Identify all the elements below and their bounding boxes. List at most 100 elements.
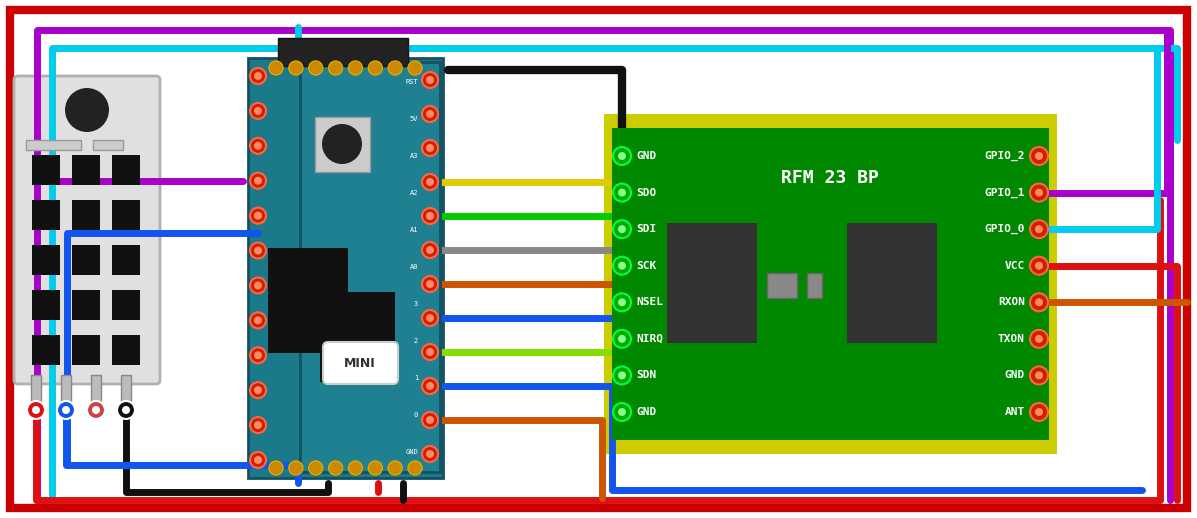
Circle shape [423,208,438,224]
Bar [72,245,101,275]
Circle shape [250,172,266,189]
Text: TXON: TXON [998,334,1025,344]
Circle shape [426,110,435,118]
Circle shape [426,280,435,288]
Circle shape [613,293,631,311]
Circle shape [423,446,438,462]
Bar [72,200,101,230]
Text: A1: A1 [409,227,418,233]
Circle shape [92,406,101,414]
Circle shape [618,335,626,343]
Bar [32,245,60,275]
Circle shape [250,452,266,468]
Circle shape [1035,152,1043,160]
Bar [113,290,140,320]
Text: NIRQ: NIRQ [636,334,663,344]
Circle shape [322,124,361,164]
Circle shape [254,386,262,394]
Circle shape [613,183,631,202]
Circle shape [423,140,438,156]
Circle shape [618,152,626,160]
Bar [61,375,71,410]
Circle shape [423,344,438,360]
Circle shape [254,456,262,464]
Bar [667,223,757,343]
Circle shape [613,147,631,165]
Text: NSEL: NSEL [636,297,663,307]
Text: RST: RST [406,79,418,85]
Circle shape [254,421,262,429]
Text: MINI: MINI [344,356,376,369]
Bar [121,375,130,410]
Bar [315,117,370,172]
Text: A0: A0 [409,264,418,270]
Bar [113,335,140,365]
Circle shape [122,406,130,414]
Circle shape [369,461,382,475]
Text: SCK: SCK [636,261,656,271]
Text: GND: GND [1004,370,1025,380]
Bar [72,155,101,185]
Circle shape [269,461,282,475]
Circle shape [613,257,631,275]
Circle shape [250,242,266,258]
Bar [113,200,140,230]
Bar [248,58,443,478]
Circle shape [32,406,40,414]
Circle shape [423,310,438,326]
Text: SDI: SDI [636,224,656,234]
Text: RXON: RXON [998,297,1025,307]
Circle shape [1029,403,1049,421]
Bar [268,248,348,353]
Circle shape [348,461,363,475]
Circle shape [328,461,342,475]
Circle shape [369,61,382,75]
Text: 3: 3 [414,301,418,307]
Circle shape [426,76,435,84]
Text: GND: GND [406,449,418,455]
Circle shape [288,61,303,75]
Circle shape [87,401,105,419]
Circle shape [250,382,266,398]
Text: 0: 0 [414,412,418,418]
Circle shape [288,461,303,475]
Circle shape [1029,183,1049,202]
Circle shape [309,461,323,475]
Text: 5V: 5V [409,116,418,122]
Circle shape [250,347,266,363]
Circle shape [613,220,631,238]
Text: A3: A3 [409,153,418,159]
Text: 1: 1 [414,375,418,381]
Bar [91,375,101,410]
Circle shape [254,281,262,290]
Circle shape [250,417,266,433]
Circle shape [613,366,631,384]
Circle shape [250,68,266,84]
Bar [278,38,408,66]
Circle shape [423,174,438,190]
Circle shape [254,177,262,185]
Circle shape [426,144,435,152]
Circle shape [250,138,266,154]
Circle shape [426,314,435,322]
Circle shape [328,61,342,75]
Circle shape [28,401,45,419]
Circle shape [1035,335,1043,343]
Bar [320,292,395,382]
Text: A2: A2 [409,190,418,196]
Circle shape [254,247,262,254]
Circle shape [57,401,75,419]
Circle shape [250,312,266,328]
Circle shape [618,408,626,416]
FancyBboxPatch shape [14,76,160,384]
Circle shape [426,212,435,220]
Bar [72,335,101,365]
Text: RFM 23 BP: RFM 23 BP [782,169,879,187]
Text: GPIO_1: GPIO_1 [984,188,1025,198]
Bar [847,223,937,343]
Text: CIRCUIT: CIRCUIT [689,301,950,358]
Bar [767,273,797,298]
Circle shape [423,242,438,258]
Circle shape [1029,330,1049,348]
Circle shape [348,61,363,75]
